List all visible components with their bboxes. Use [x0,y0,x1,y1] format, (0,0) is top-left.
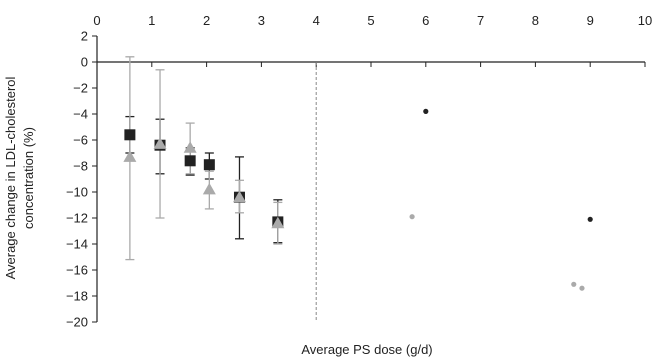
x-tick-label: 1 [148,13,155,28]
y-axis-title-line-1: Average change in LDL-cholesterol [3,76,18,279]
square-marker [203,159,215,171]
square-marker [184,155,196,167]
y-tick-label: −16 [66,263,88,278]
x-tick-label: 4 [313,13,320,28]
y-tick-label: −4 [73,107,88,122]
x-tick-label: 9 [587,13,594,28]
square-marker [124,129,136,141]
x-axis-title: Average PS dose (g/d) [301,342,432,357]
y-tick-label: −18 [66,289,88,304]
y-tick-label: −14 [66,237,88,252]
dot-marker [409,214,415,220]
x-tick-label: 2 [203,13,210,28]
triangle-marker [153,137,167,149]
y-tick-label: −12 [66,211,88,226]
dot-marker [423,108,429,114]
triangle-marker [202,182,216,195]
triangle-marker [232,190,246,203]
y-tick-label: 0 [81,55,88,70]
x-tick-label: 5 [367,13,374,28]
x-tick-label: 7 [477,13,484,28]
dot-marker [579,285,585,291]
triangle-marker [183,141,197,153]
triangle-marker [271,216,285,229]
y-axis-title-line-2: concentration (%) [21,127,36,229]
x-tick-label: 8 [532,13,539,28]
y-tick-label: −6 [73,133,88,148]
y-tick-label: −20 [66,315,88,330]
x-tick-label: 10 [638,13,652,28]
y-tick-label: −10 [66,185,88,200]
x-tick-label: 6 [422,13,429,28]
dot-marker [571,281,577,287]
data-marks [123,56,593,291]
y-tick-label: −8 [73,159,88,174]
triangle-marker [123,150,137,162]
y-tick-label: −2 [73,81,88,96]
y-tick-label: 2 [81,29,88,44]
axes: 20−2−4−6−8−10−12−14−16−18−200 1 2 3 4 5 6 7 8 9 10 [66,13,652,330]
x-tick-label: 3 [258,13,265,28]
x-tick-label: 0 [93,13,100,28]
dot-marker [587,216,593,222]
